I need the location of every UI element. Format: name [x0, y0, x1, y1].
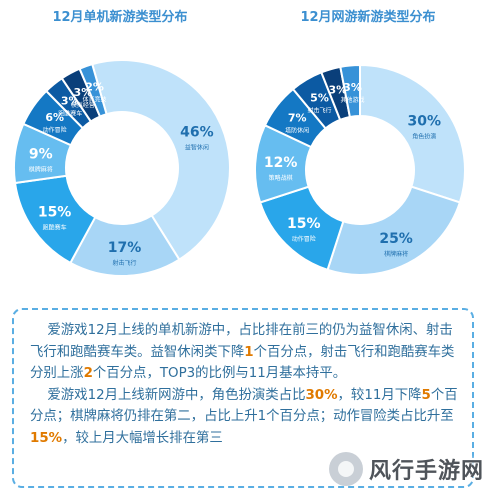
- note-text: ，较上月大幅增长排在第三: [62, 430, 223, 446]
- watermark-logo-icon: [328, 452, 363, 486]
- pie-slice: [359, 63, 466, 204]
- pie-slice-value-label: 25%: [379, 231, 413, 247]
- pie-slice-value-label: 15%: [287, 216, 321, 232]
- pie-slice-category-label: 体育竞技: [83, 96, 107, 104]
- note-highlight: 30%: [305, 387, 338, 403]
- note-text: 爱游戏12月上线的单机新游中，占比排在前三的仍为益智休闲、射击飞行和跑酷赛车类。…: [30, 323, 453, 360]
- note-text: 个百分点，TOP3的比例与11月基本持平。: [92, 366, 347, 381]
- pie-slice: [90, 59, 231, 261]
- pie-slice-category-label: 动作冒险: [292, 235, 316, 243]
- pie-slice: [78, 62, 108, 118]
- pie-slice-category-label: 跑酷赛车: [43, 224, 67, 232]
- note-paragraph-single-player: 爱游戏12月上线的单机新游中，占比排在前三的仍为益智休闲、射击飞行和跑酷赛车类。…: [30, 320, 458, 385]
- pie-slice-value-label: 15%: [38, 205, 72, 221]
- analysis-note: 爱游戏12月上线的单机新游中，占比排在前三的仍为益智休闲、射击飞行和跑酷赛车类。…: [12, 308, 474, 488]
- pie-slice-category-label: 塔防休闲: [285, 126, 309, 134]
- pie-slice-category-label: 棋牌麻将: [384, 250, 408, 258]
- pie-slice-value-label: 2%: [85, 81, 104, 94]
- chart-title-single-player: 12月单机新游类型分布: [52, 10, 188, 25]
- pie-slice-category-label: 益智休闲: [185, 144, 209, 152]
- pie-slice-value-label: 3%: [343, 81, 362, 94]
- pie-slice-category-label: 棋牌麻将: [29, 166, 53, 174]
- pie-slice-value-label: 6%: [45, 111, 64, 124]
- pie-slice-value-label: 12%: [264, 155, 298, 171]
- pie-slice-category-label: 其他游戏: [341, 96, 365, 104]
- pie-slice-value-label: 7%: [288, 111, 307, 124]
- pie-slice-value-label: 30%: [408, 113, 442, 129]
- pie-slice-category-label: 射击飞行: [112, 259, 136, 267]
- note-highlight: 15%: [30, 430, 63, 446]
- note-text: 个百分点，射击飞行和跑酷赛车类分别上涨: [30, 344, 455, 382]
- chart-title-online: 12月网游新游类型分布: [300, 10, 436, 25]
- note-highlight: 5: [421, 387, 431, 403]
- note-highlight: 1: [244, 344, 254, 360]
- note-paragraph-online: 爱游戏12月上线新网游中，角色扮演类占比30%，较11月下降5个百分点；棋牌麻将…: [30, 385, 458, 450]
- pie-slice-value-label: 5%: [310, 92, 329, 105]
- pie-slice-value-label: 46%: [180, 125, 214, 141]
- watermark: 风行手游网: [304, 440, 484, 498]
- note-text: ，较11月下降: [337, 387, 422, 403]
- pie-slice-category-label: 射击飞行: [308, 107, 332, 115]
- pie-slice: [326, 185, 462, 276]
- pie-slice-category-label: 策略战棋: [269, 174, 293, 182]
- pie-slice-category-label: 模拟经营: [71, 101, 95, 109]
- pie-slice-value-label: 17%: [108, 240, 142, 256]
- note-highlight: 2: [83, 366, 93, 381]
- pie-slice-category-label: 角色扮演: [412, 132, 436, 140]
- donut-chart-online: 30% 角色扮演 25% 棋牌麻将 15% 动作冒险 12% 策略战棋 7% 塔防休闲 5% 射击飞行…: [254, 63, 466, 276]
- pie-slice-category-label: 跑酷赛车: [58, 109, 82, 117]
- note-text: 个百分点；棋牌麻将仍排在第二，占比上升1个百分点；动作冒险类占比升至: [30, 387, 458, 425]
- pie-slice-value-label: 3%: [328, 84, 347, 97]
- pie-slice: [339, 63, 361, 119]
- pie-slice-category-label: 动作冒险: [43, 126, 67, 134]
- note-text: 爱游戏12月上线新网游中，角色扮演类占比: [47, 387, 306, 403]
- watermark-text: 风行手游网: [368, 458, 484, 484]
- donut-chart-single-player: 46%益智休闲17%射击飞行15%跑酷赛车9%棋牌麻将6%动作冒险3%跑酷赛车3…: [13, 59, 231, 277]
- pie-slice-value-label: 9%: [29, 147, 53, 163]
